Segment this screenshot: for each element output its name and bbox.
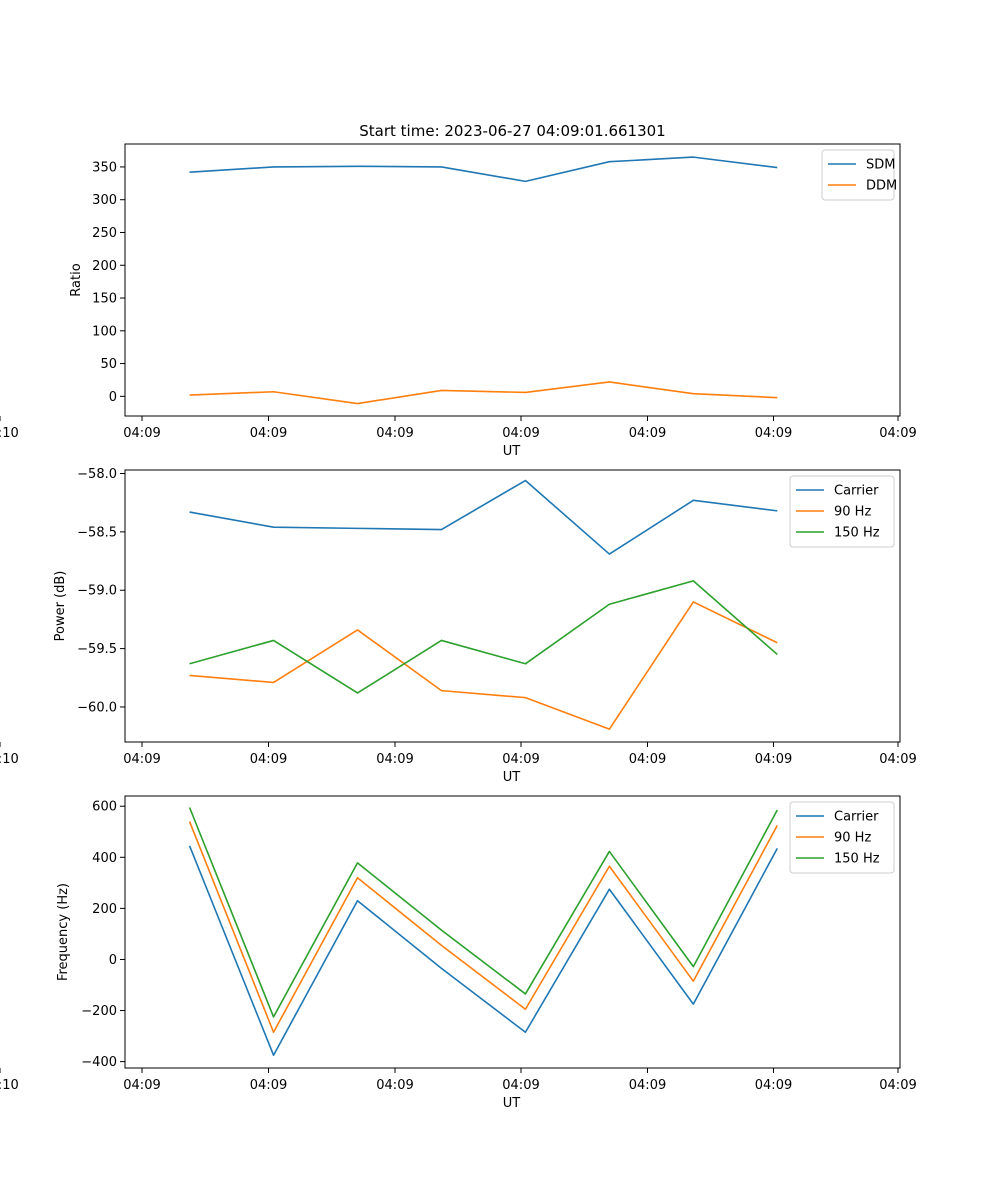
- y-tick-label: 0: [109, 953, 117, 968]
- legend-label: SDM: [866, 158, 895, 173]
- series-line-sdm: [189, 156, 778, 183]
- y-tick-label: −59.5: [77, 642, 117, 657]
- legend-label: 90 Hz: [834, 831, 871, 846]
- x-tick-label: 04:09: [376, 426, 413, 441]
- y-tick-label: −400: [81, 1055, 117, 1070]
- series-line-90-hz: [188, 821, 778, 1034]
- x-tick-label: 04:09: [502, 752, 539, 767]
- y-tick-label: 100: [92, 324, 117, 339]
- series-line-90-hz: [189, 601, 778, 730]
- y-tick-label: 200: [92, 902, 117, 917]
- y-tick-label: 200: [92, 259, 117, 274]
- legend: SDM DDM: [821, 149, 897, 201]
- x-tick-label: 04:09: [123, 426, 160, 441]
- y-tick-label: 250: [92, 226, 117, 241]
- x-tick-label: 04:09: [376, 752, 413, 767]
- y-tick-label: 150: [92, 292, 117, 307]
- legend-label: 90 Hz: [834, 505, 871, 520]
- legend: Carrier 90 Hz 150 Hz: [789, 801, 895, 874]
- legend-label: 150 Hz: [834, 852, 880, 867]
- y-tick-label: 0: [109, 390, 117, 405]
- series-line-150-hz: [189, 580, 778, 694]
- legend: Carrier 90 Hz 150 Hz: [789, 475, 895, 548]
- legend-label: Carrier: [834, 484, 879, 499]
- x-tick-label: 04:09: [755, 426, 792, 441]
- y-axis-label: Power (dB): [53, 571, 68, 642]
- x-tick-label: 04:09: [755, 1078, 792, 1093]
- x-tick-label: 04:09: [250, 752, 287, 767]
- series-line-carrier: [188, 845, 778, 1057]
- y-axis-label: Ratio: [69, 263, 84, 296]
- x-tick-label: 04:10: [0, 1078, 19, 1093]
- x-tick-label: 04:09: [502, 1078, 539, 1093]
- x-axis-label: UT: [503, 1096, 521, 1111]
- legend-label: DDM: [866, 179, 897, 194]
- y-tick-label: 300: [92, 193, 117, 208]
- series-line-ddm: [189, 381, 778, 405]
- series-line-carrier: [189, 479, 778, 555]
- subplot-3: 04:09 04:09 04:09 04:09 04:09 04:09 04:09 04:10…: [0, 795, 917, 1111]
- y-tick-label: −58.0: [77, 467, 117, 482]
- series-line-150-hz: [188, 807, 778, 1018]
- legend-label: Carrier: [834, 810, 879, 825]
- x-tick-label: 04:09: [879, 752, 916, 767]
- x-tick-label: 04:10: [0, 426, 19, 441]
- y-axis-label: Frequency (Hz): [56, 883, 71, 981]
- subplot-1: Start time: 2023-06-27 04:09:01.661301 04…: [0, 122, 917, 459]
- legend-box: [789, 475, 895, 548]
- x-tick-label: 04:10: [0, 752, 19, 767]
- subplot-2: 04:09 04:09 04:09 04:09 04:09 04:09 04:09 04:10…: [0, 467, 917, 785]
- axes-frame: [124, 469, 901, 743]
- y-tick-label: 600: [92, 800, 117, 815]
- x-tick-label: 04:09: [629, 1078, 666, 1093]
- x-tick-label: 04:09: [502, 426, 539, 441]
- legend-box: [821, 149, 895, 201]
- x-tick-label: 04:09: [376, 1078, 413, 1093]
- x-tick-label: 04:09: [123, 1078, 160, 1093]
- y-tick-label: 350: [92, 160, 117, 175]
- x-tick-label: 04:09: [629, 752, 666, 767]
- axes-frame: [124, 143, 901, 417]
- axes-frame: [124, 795, 901, 1069]
- y-tick-label: 50: [100, 357, 117, 372]
- x-tick-label: 04:09: [755, 752, 792, 767]
- x-tick-label: 04:09: [250, 426, 287, 441]
- y-tick-label: −59.0: [77, 584, 117, 599]
- x-tick-label: 04:09: [879, 1078, 916, 1093]
- x-tick-label: 04:09: [629, 426, 666, 441]
- x-axis-label: UT: [503, 444, 521, 459]
- y-tick-label: 400: [92, 851, 117, 866]
- x-tick-label: 04:09: [123, 752, 160, 767]
- x-tick-label: 04:09: [250, 1078, 287, 1093]
- y-tick-label: −60.0: [77, 700, 117, 715]
- legend-box: [789, 801, 895, 874]
- y-tick-label: −58.5: [77, 525, 117, 540]
- chart-title: Start time: 2023-06-27 04:09:01.661301: [359, 122, 665, 140]
- legend-label: 150 Hz: [834, 526, 880, 541]
- x-axis-label: UT: [503, 770, 521, 785]
- x-tick-label: 04:09: [879, 426, 916, 441]
- y-tick-label: −200: [81, 1004, 117, 1019]
